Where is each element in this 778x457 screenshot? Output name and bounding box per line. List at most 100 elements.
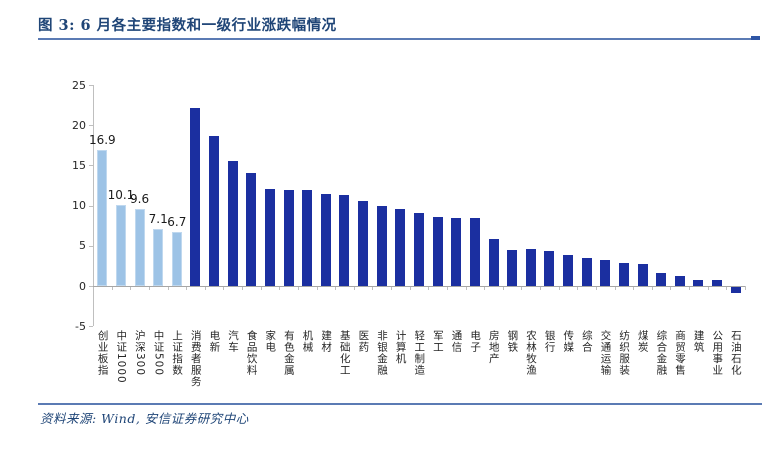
industry-bar [376, 206, 387, 286]
x-axis-tick [372, 286, 374, 290]
industry-bar [246, 173, 257, 286]
industry-bar [656, 273, 667, 286]
y-axis-tick [89, 165, 93, 167]
x-axis-tick [446, 286, 448, 290]
bar-value-label: 10.1 [107, 187, 135, 202]
x-category-label: 纺织服装 [618, 330, 631, 376]
x-category-label: 建材 [320, 330, 333, 353]
industry-bar [395, 208, 406, 286]
bar-value-label: 7.1 [148, 211, 168, 226]
x-category-label: 石油石化 [729, 330, 742, 376]
x-category-label: 公用事业 [711, 330, 724, 376]
x-axis-tick [93, 286, 94, 290]
x-category-label: 商贸零售 [674, 330, 687, 376]
x-category-label: 传媒 [562, 330, 575, 353]
industry-bar [320, 194, 331, 286]
industry-bar [637, 264, 648, 286]
y-axis-tick-label: 20 [72, 118, 86, 132]
y-axis-tick [89, 205, 93, 207]
industry-bar [544, 250, 555, 286]
x-category-label: 综合金融 [655, 330, 668, 376]
title-divider-accent [751, 36, 760, 40]
index-bar [153, 228, 164, 286]
x-category-label: 军工 [431, 330, 444, 353]
industry-bar [358, 200, 369, 286]
index-bar [97, 150, 108, 286]
x-category-label: 创业板指 [96, 330, 109, 376]
y-axis-line [93, 85, 94, 327]
industry-bar [432, 216, 443, 286]
x-category-label: 上证指数 [171, 330, 184, 376]
x-axis-tick [335, 286, 337, 290]
y-axis-tick-label: -5 [75, 319, 86, 333]
x-category-label: 有色金属 [282, 330, 295, 376]
industry-bar [507, 249, 518, 286]
x-axis-tick [614, 286, 616, 290]
industry-bar [469, 218, 480, 286]
x-axis-tick [502, 286, 504, 290]
bar-value-label: 6.7 [167, 215, 187, 230]
x-axis-tick [484, 286, 486, 290]
x-axis-tick [297, 286, 299, 290]
bar-value-label: 9.6 [130, 191, 150, 206]
y-axis-tick-label: 10 [72, 199, 86, 213]
x-axis-tick [465, 286, 467, 290]
x-category-label: 食品饮料 [245, 330, 258, 376]
industry-bar [209, 135, 220, 286]
x-category-label: 煤炭 [636, 330, 649, 353]
x-axis-tick [242, 286, 244, 290]
x-axis-tick [111, 286, 113, 290]
x-axis-tick [745, 286, 746, 290]
title-divider [38, 38, 760, 40]
industry-bar [693, 279, 704, 286]
x-axis-tick [670, 286, 672, 290]
x-category-label: 电子 [469, 330, 482, 353]
figure-title: 图 3: 6 月各主要指数和一级行业涨跌幅情况 [38, 17, 337, 34]
y-axis-tick-label: 25 [72, 78, 86, 92]
x-axis-tick [521, 286, 523, 290]
footer-divider [38, 403, 762, 405]
x-category-label: 沪深300 [133, 330, 146, 377]
x-category-label: 中证500 [152, 330, 165, 377]
industry-bar [283, 189, 294, 286]
industry-bar [563, 254, 574, 286]
industry-bar [190, 108, 201, 286]
x-axis-tick [391, 286, 393, 290]
index-bar [115, 204, 126, 286]
x-category-label: 中证1000 [115, 330, 128, 384]
x-axis-tick [353, 286, 355, 290]
x-axis-tick [167, 286, 169, 290]
x-category-label: 电新 [208, 330, 221, 353]
x-axis-tick [260, 286, 262, 290]
x-category-label: 消费者服务 [189, 330, 202, 388]
x-category-label: 建筑 [692, 330, 705, 353]
y-axis-tick-label: 5 [79, 239, 86, 253]
x-category-label: 交通运输 [599, 330, 612, 376]
x-category-label: 综合 [580, 330, 593, 353]
x-axis-tick [689, 286, 691, 290]
industry-bar [302, 189, 313, 286]
x-category-label: 钢铁 [506, 330, 519, 353]
y-axis-tick [89, 286, 93, 287]
industry-bar [730, 287, 741, 293]
x-axis-tick [540, 286, 542, 290]
x-category-label: 家电 [264, 330, 277, 353]
industry-bar [600, 260, 611, 286]
source-note: 资料来源: Wind, 安信证券研究中心 [40, 411, 249, 426]
industry-bar [451, 217, 462, 286]
industry-bar [488, 238, 499, 286]
x-category-label: 汽车 [226, 330, 239, 353]
industry-bar [414, 212, 424, 286]
bar-value-label: 16.9 [88, 133, 116, 148]
y-axis-tick-label: 15 [72, 158, 86, 172]
x-category-label: 计算机 [394, 330, 407, 365]
industry-bar [339, 195, 350, 286]
x-category-label: 医药 [357, 330, 370, 353]
x-category-label: 机械 [301, 330, 314, 353]
x-axis-tick [279, 286, 281, 290]
industry-bar [581, 257, 592, 286]
x-axis-tick [223, 286, 225, 290]
industry-bar [618, 263, 629, 286]
x-axis-tick [558, 286, 560, 290]
